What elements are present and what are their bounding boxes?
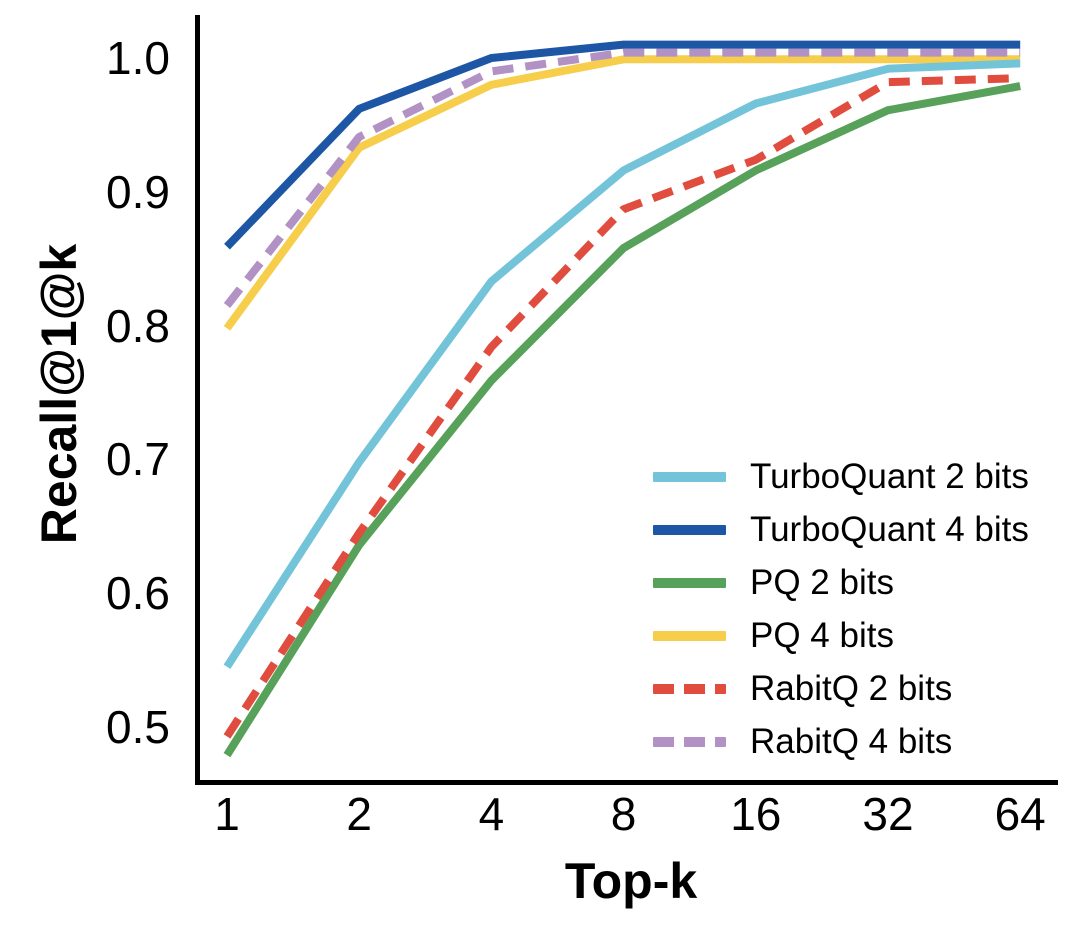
legend-label: PQ 4 bits <box>750 615 894 655</box>
legend-swatch <box>653 630 726 641</box>
legend-label: RabitQ 4 bits <box>750 721 953 761</box>
legend-swatch <box>653 736 726 747</box>
legend-label: PQ 2 bits <box>750 562 894 602</box>
legend-label: RabitQ 2 bits <box>750 668 953 708</box>
series-line-rabitq-2-bits <box>223 74 1021 739</box>
legend-item: PQ 2 bits <box>653 556 1029 609</box>
legend-swatch <box>653 524 726 535</box>
y-tick-label: 0.7 <box>106 433 170 486</box>
series-line-turboquant-2-bits <box>223 59 1021 669</box>
legend-item: TurboQuant 4 bits <box>653 503 1029 556</box>
x-tick-label: 16 <box>730 788 782 840</box>
y-tick-label: 0.5 <box>106 701 170 753</box>
y-tick-label: 1.0 <box>106 32 170 84</box>
x-tick-label: 2 <box>346 788 372 840</box>
x-tick-label: 32 <box>862 788 914 840</box>
legend: TurboQuant 2 bits TurboQuant 4 bits PQ 2… <box>653 450 1029 768</box>
legend-item: PQ 4 bits <box>653 609 1029 662</box>
series-line-turboquant-4-bits <box>224 40 1021 250</box>
x-axis-title: Top-k <box>564 853 698 909</box>
legend-item: RabitQ 2 bits <box>653 662 1029 715</box>
series-line-pq-4-bits <box>223 55 1021 331</box>
legend-swatch <box>653 577 726 588</box>
y-tick-label: 0.6 <box>106 567 170 620</box>
legend-label: TurboQuant 2 bits <box>750 456 1029 496</box>
y-tick-label: 0.8 <box>106 299 170 352</box>
y-axis-title: Recall@1@k <box>31 243 87 545</box>
series-line-pq-2-bits <box>223 82 1021 758</box>
x-tick-label: 1 <box>214 788 240 840</box>
y-tick-label: 0.9 <box>106 165 170 218</box>
x-tick-label: 64 <box>994 788 1046 840</box>
legend-swatch <box>653 471 726 482</box>
legend-swatch <box>653 683 726 694</box>
legend-item: TurboQuant 2 bits <box>653 450 1029 503</box>
legend-label: TurboQuant 4 bits <box>750 509 1029 549</box>
series-line-rabitq-4-bits <box>223 48 1021 308</box>
x-tick-label: 8 <box>610 788 637 840</box>
x-tick-label: 4 <box>478 788 505 840</box>
legend-item: RabitQ 4 bits <box>653 715 1029 768</box>
